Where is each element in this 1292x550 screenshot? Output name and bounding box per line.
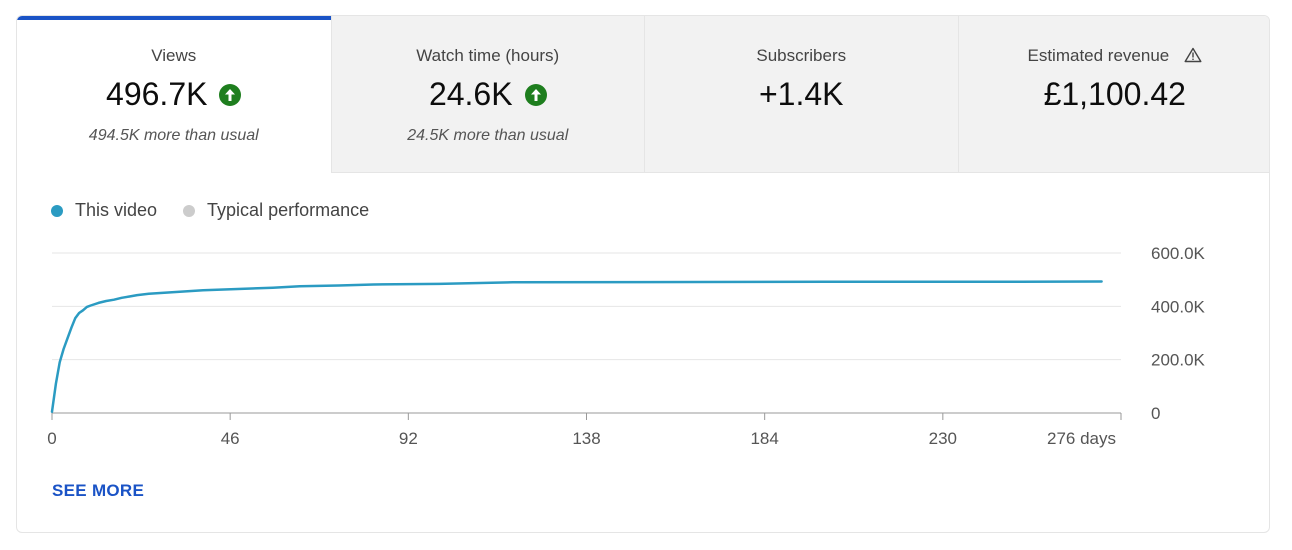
tab-subscribers[interactable]: Subscribers +1.4K (644, 16, 958, 173)
tab-label: Estimated revenue (1027, 46, 1170, 65)
tab-watch-time[interactable]: Watch time (hours) 24.6K 24.5K more than… (330, 16, 644, 173)
legend-dot-icon (51, 204, 63, 217)
legend-label: This video (75, 200, 158, 220)
legend-item-typical[interactable]: Typical performance (183, 200, 369, 221)
x-tick-label: 184 (750, 429, 778, 448)
chart-legend: This video Typical performance (51, 200, 395, 221)
series-line-this-video (50, 280, 1103, 413)
legend-label: Typical performance (207, 200, 370, 220)
x-tick-label: 230 (929, 429, 957, 448)
analytics-card: Views 496.7K 494.5K more than usual Watc… (16, 15, 1270, 533)
tab-note: 24.5K more than usual (407, 127, 569, 144)
tab-value: £1,100.42 (1043, 76, 1186, 112)
see-more-link[interactable]: SEE MORE (52, 481, 145, 500)
x-tick-label: 92 (399, 429, 418, 448)
x-tick-label: 138 (572, 429, 600, 448)
tab-label: Watch time (hours) (416, 46, 560, 65)
arrow-up-icon (219, 83, 242, 106)
y-tick-label: 400.0K (1151, 297, 1206, 316)
x-tick-label: 46 (221, 429, 240, 448)
arrow-up-icon (524, 83, 547, 106)
tab-estimated-revenue[interactable]: Estimated revenue £1,100.42 (957, 16, 1269, 173)
y-tick-label: 0 (1151, 404, 1160, 423)
tab-value: 496.7K (106, 76, 208, 112)
metric-tabs: Views 496.7K 494.5K more than usual Watc… (17, 16, 1269, 173)
views-line-chart: 600.0K 400.0K 200.0K 0 0 46 92 138 184 230 276 day… (47, 244, 1206, 448)
y-tick-label: 600.0K (1151, 244, 1206, 263)
tab-label: Subscribers (756, 46, 847, 65)
x-tick-label: 0 (47, 429, 56, 448)
tab-note: 494.5K more than usual (88, 127, 259, 144)
warning-icon[interactable] (1184, 47, 1202, 68)
tab-views[interactable]: Views 496.7K 494.5K more than usual (17, 16, 331, 173)
tab-label: Views (151, 46, 197, 65)
tab-value: 24.6K (428, 76, 513, 112)
legend-item-this-video[interactable]: This video (51, 200, 157, 221)
x-tick-label: 276 days (1047, 429, 1116, 448)
legend-dot-icon (183, 204, 196, 217)
y-tick-label: 200.0K (1151, 351, 1206, 370)
tab-value: +1.4K (758, 76, 844, 112)
